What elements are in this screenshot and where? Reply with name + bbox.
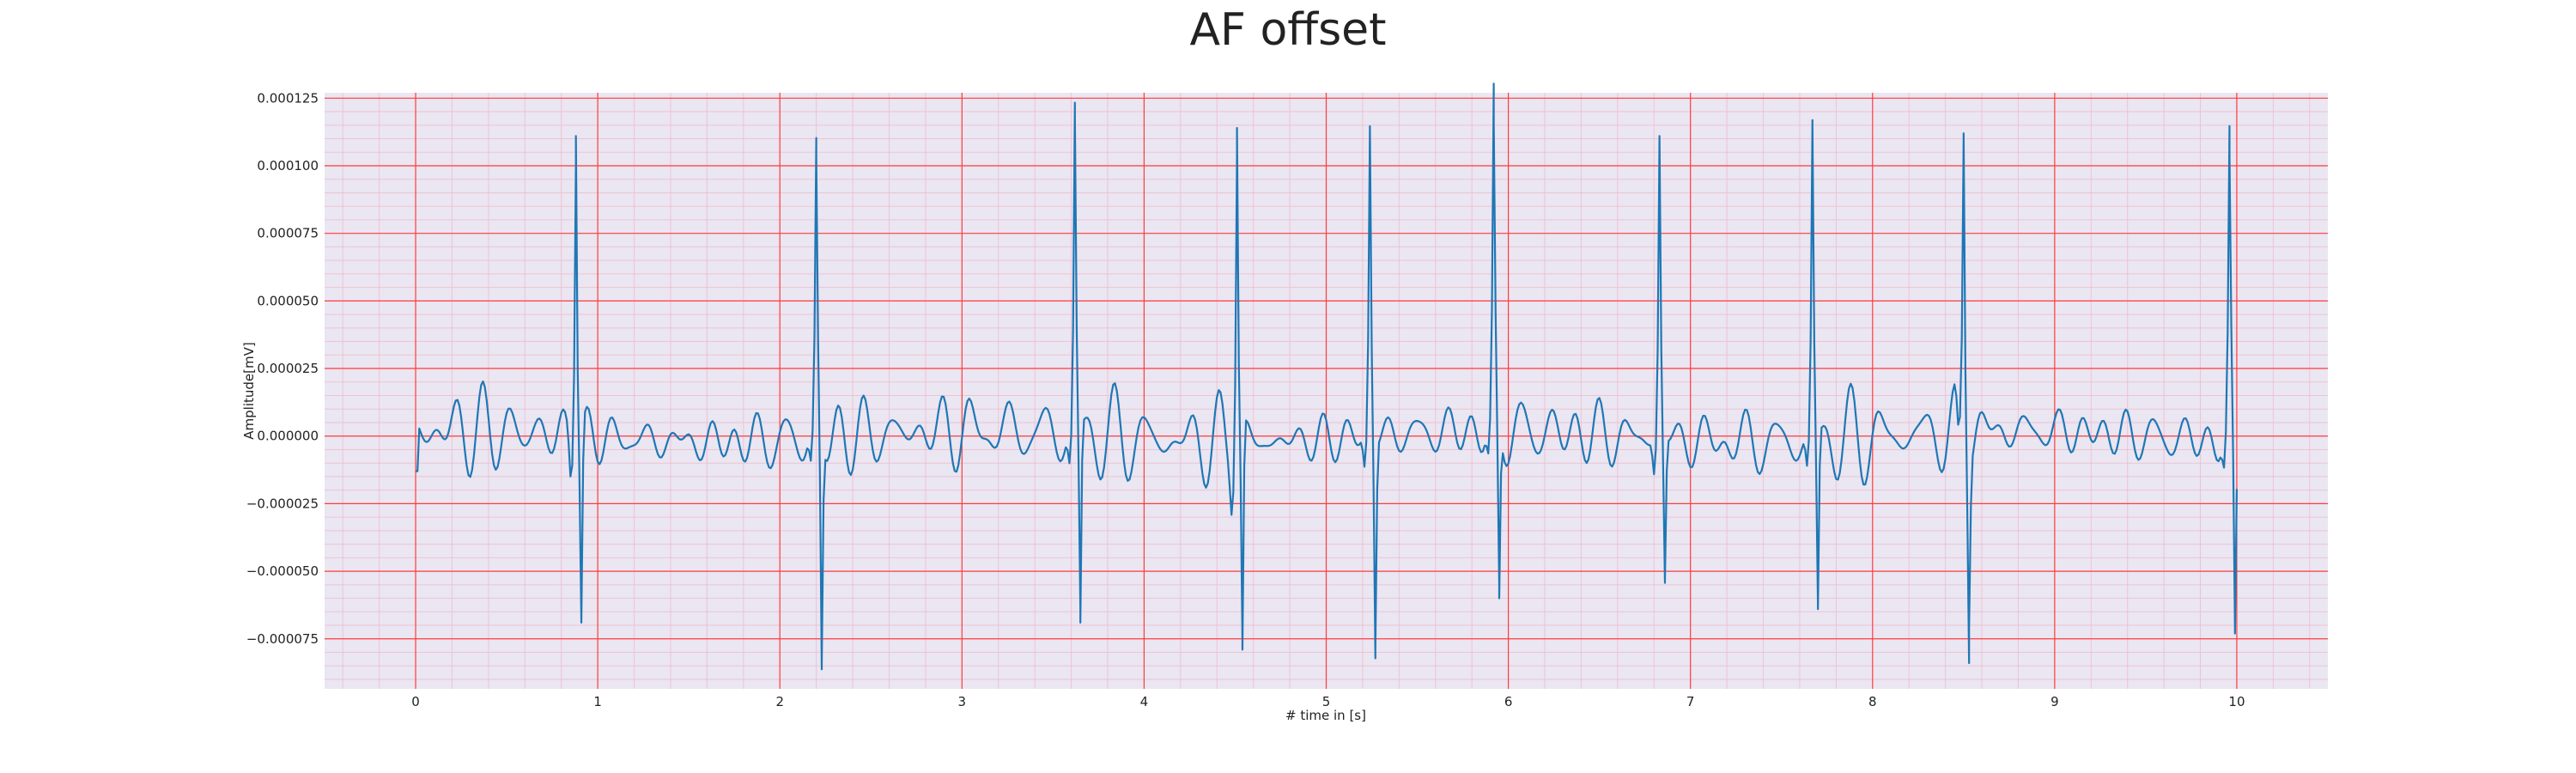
x-tick-label: 9 [2050, 694, 2059, 709]
y-tick-label: 0.000025 [257, 361, 319, 376]
y-tick-label: 0.000125 [257, 90, 319, 106]
x-tick-label: 10 [2228, 694, 2245, 709]
series-layer [416, 82, 2239, 671]
x-axis-ticks: 0 1 2 3 4 5 6 7 8 9 10 [411, 694, 2245, 709]
x-tick-label: 7 [1686, 694, 1695, 709]
y-tick-label: 0.000075 [257, 226, 319, 241]
x-axis-label: # time in [s] [1285, 708, 1366, 723]
x-tick-label: 3 [958, 694, 967, 709]
x-tick-label: 6 [1504, 694, 1513, 709]
x-tick-label: 5 [1322, 694, 1331, 709]
y-tick-label: −0.000025 [246, 496, 319, 511]
y-tick-label: 0.000000 [257, 429, 319, 444]
x-tick-label: 0 [411, 694, 420, 709]
chart-title: AF offset [1189, 4, 1386, 56]
y-axis-ticks: −0.000075 −0.000050 −0.000025 0.000000 0.000… [246, 90, 319, 646]
y-axis-label: Amplitude[mV] [241, 342, 257, 439]
ecg-series-line [416, 82, 2239, 671]
y-tick-label: 0.000050 [257, 293, 319, 308]
x-tick-label: 8 [1868, 694, 1877, 709]
x-tick-label: 4 [1140, 694, 1149, 709]
x-tick-label: 2 [775, 694, 784, 709]
x-tick-label: 1 [593, 694, 602, 709]
major-grid [325, 93, 2328, 689]
y-tick-label: −0.000050 [246, 563, 319, 579]
y-tick-label: 0.000100 [257, 158, 319, 173]
y-tick-label: −0.000075 [246, 631, 319, 647]
